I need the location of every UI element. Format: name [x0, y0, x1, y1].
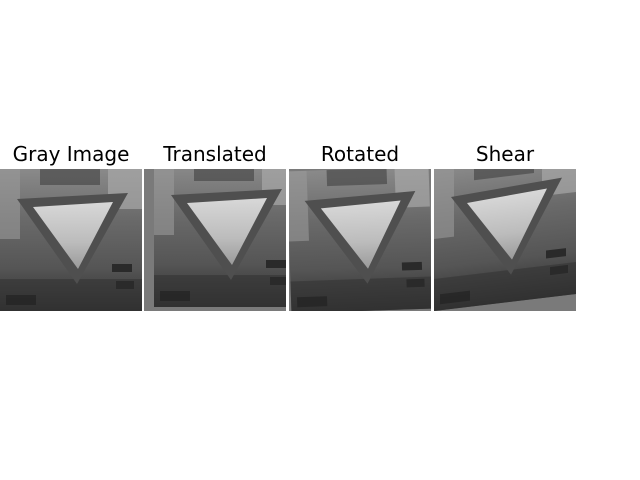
panel-title-gray-image: Gray Image	[12, 142, 130, 166]
gray-sign-image	[0, 169, 142, 311]
sheared-sign-image	[434, 169, 576, 311]
rotated-sign-image	[289, 169, 431, 311]
translated-sign-image	[144, 169, 286, 311]
panel-title-rotated: Rotated	[320, 142, 400, 166]
panel-title-shear: Shear	[475, 142, 535, 166]
panel-title-translated: Translated	[163, 142, 267, 166]
